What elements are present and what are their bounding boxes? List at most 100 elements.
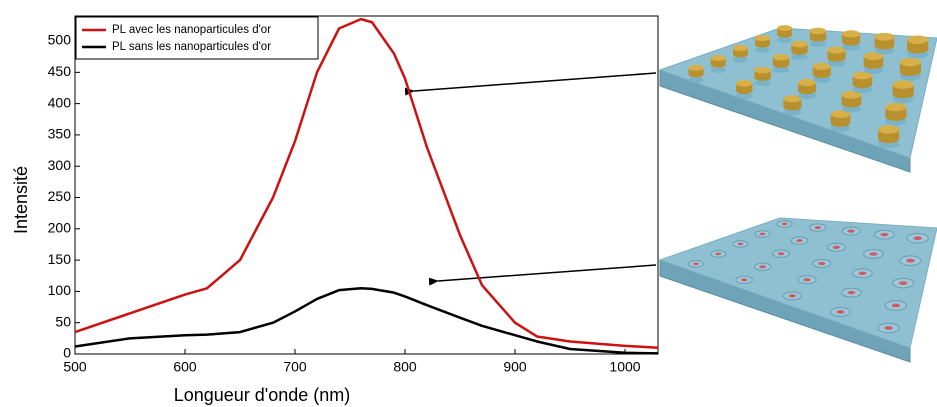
emitter	[715, 252, 722, 256]
nanoparticle-top	[783, 95, 802, 103]
nanoparticle-top	[777, 25, 793, 32]
illustrations	[658, 25, 937, 363]
nanoparticle-base	[755, 41, 770, 48]
nanoparticle-body	[798, 82, 817, 91]
x-tick-label: 1000	[609, 359, 640, 375]
nanoparticle-base	[827, 54, 846, 62]
plot-frame	[74, 15, 659, 355]
arrow	[404, 72, 657, 96]
emitter	[781, 222, 788, 226]
nanoparticle-base	[878, 134, 900, 144]
y-tick-label: 200	[48, 220, 72, 236]
nanoparticle-base	[907, 45, 929, 54]
nanoparticle-body	[791, 44, 808, 52]
disc-shadow	[809, 40, 827, 47]
nanoparticle-base	[783, 103, 802, 111]
nanoparticle-body	[809, 30, 827, 39]
emitter	[858, 271, 867, 276]
emitter	[906, 258, 915, 263]
nanoparticle-top	[907, 35, 929, 44]
emitter	[836, 310, 845, 314]
nanoparticle-base	[754, 74, 771, 81]
nanoparticle-base	[885, 112, 907, 121]
nanoparticle-body	[812, 66, 831, 75]
nanoparticle-base	[830, 119, 851, 127]
emitter	[777, 252, 785, 256]
nanoparticle-body	[885, 107, 907, 117]
nanoparticle-top	[842, 30, 861, 38]
emitter	[880, 232, 889, 237]
nanoparticle-base	[852, 80, 873, 89]
nanoparticle-body	[830, 114, 851, 123]
y-tick-label: 250	[48, 188, 72, 204]
nanoparticle-top	[772, 53, 790, 61]
nanoparticle-body	[732, 47, 748, 55]
y-tick-label: 500	[48, 32, 72, 48]
nanoparticle-body	[841, 94, 862, 104]
nanoparticle-body	[755, 38, 770, 45]
nanoparticle-base	[710, 61, 726, 68]
nanoparticle-base	[736, 87, 753, 94]
nanoparticle-base	[842, 38, 861, 46]
nanoparticle-top	[688, 64, 704, 71]
nanoparticle-body	[827, 50, 846, 59]
y-tick-label: 400	[48, 94, 72, 110]
nanoparticle-body	[842, 33, 861, 42]
emitter	[898, 281, 908, 286]
y-tick-label: 150	[48, 251, 72, 267]
nanoparticle-base	[874, 41, 895, 50]
emitter	[913, 236, 922, 241]
emitter	[832, 245, 841, 249]
nanoparticle-top	[878, 125, 900, 134]
disc-shadow	[772, 66, 790, 73]
emitter	[759, 265, 766, 269]
x-tick-label: 600	[173, 359, 197, 375]
disc-shadow	[754, 79, 771, 87]
emitter	[740, 278, 748, 282]
legend-label: PL sans les nanoparticules d'or	[112, 41, 271, 53]
nanoparticle-top	[710, 54, 726, 61]
emitter	[759, 232, 766, 236]
nanoparticle-body	[907, 39, 929, 50]
nanoparticle-top	[754, 66, 771, 74]
nanoparticle-top	[852, 71, 873, 80]
nanoparticle-top	[830, 110, 851, 119]
y-tick-label: 300	[48, 157, 72, 173]
series-line	[74, 17, 659, 349]
disc-shadow	[842, 43, 861, 51]
emitter	[814, 226, 822, 230]
emitter	[847, 290, 856, 295]
y-tick-label: 350	[48, 126, 72, 142]
nanoparticle-top	[885, 102, 907, 112]
legend-label: PL avec les nanoparticules d'or	[112, 24, 271, 36]
nanoparticle-base	[688, 71, 704, 78]
emitter	[869, 252, 878, 256]
nanoparticle-top	[732, 45, 748, 51]
disc-shadow	[783, 108, 802, 116]
x-tick-label: 900	[503, 359, 527, 375]
emitter	[796, 239, 803, 243]
nanoparticle-base	[841, 99, 862, 108]
nanoparticle-body	[863, 56, 884, 65]
y-tick-label: 100	[48, 282, 72, 298]
nanoparticle-base	[798, 87, 817, 95]
nanoparticle-base	[899, 67, 922, 76]
x-tick-label: 700	[283, 359, 307, 375]
emitter	[693, 262, 700, 266]
nanoparticle-base	[863, 61, 884, 69]
disc-shadow	[710, 66, 726, 73]
disc-shadow	[812, 75, 831, 84]
x-axis-label: Longueur d'onde (nm)	[174, 385, 351, 405]
disc-shadow	[736, 92, 753, 100]
nanoparticle-base	[809, 35, 827, 42]
nanoparticle-body	[777, 28, 793, 35]
nanoparticle-base	[791, 48, 808, 55]
nanoparticle-top	[798, 78, 817, 87]
emitter	[818, 261, 826, 266]
x-tick-label: 800	[393, 359, 417, 375]
nanoparticle-body	[852, 75, 873, 85]
emitter	[737, 242, 744, 246]
nanoparticle-top	[812, 62, 831, 70]
nanoparticle-body	[899, 62, 922, 72]
nanoparticle-body	[878, 129, 900, 140]
